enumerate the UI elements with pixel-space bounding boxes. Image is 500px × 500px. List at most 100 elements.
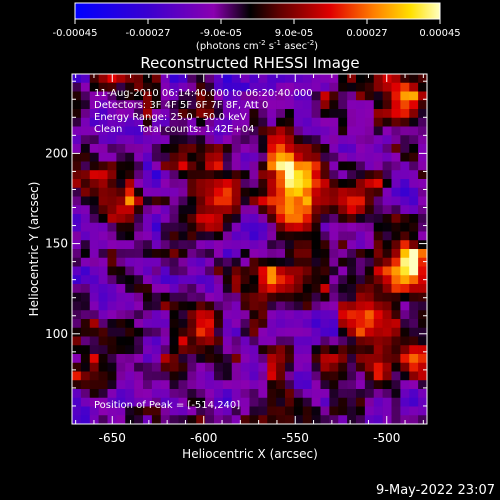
heatmap-cell bbox=[373, 231, 383, 241]
heatmap-cell bbox=[364, 249, 375, 259]
heatmap-cell bbox=[214, 214, 224, 224]
heatmap-cell bbox=[214, 170, 224, 180]
heatmap-cell bbox=[214, 327, 224, 337]
heatmap-cell bbox=[409, 301, 419, 311]
heatmap-cell bbox=[293, 389, 304, 399]
heatmap-cell bbox=[329, 275, 339, 285]
heatmap-cell bbox=[418, 362, 427, 372]
heatmap-cell bbox=[231, 310, 241, 320]
heatmap-cell bbox=[391, 249, 401, 259]
heatmap-cell bbox=[107, 152, 117, 162]
heatmap-cell bbox=[205, 74, 215, 84]
heatmap-cell bbox=[116, 362, 126, 372]
heatmap-cell bbox=[89, 214, 99, 224]
heatmap-cell bbox=[125, 126, 135, 136]
heatmap-cell bbox=[214, 144, 224, 154]
heatmap-cell bbox=[240, 415, 250, 424]
heatmap-cell bbox=[178, 345, 188, 355]
heatmap-cell bbox=[160, 406, 170, 416]
heatmap-cell bbox=[338, 82, 348, 92]
heatmap-cell bbox=[125, 406, 135, 416]
heatmap-cell bbox=[293, 74, 304, 84]
heatmap-cell bbox=[98, 389, 108, 399]
heatmap-cell bbox=[285, 117, 295, 127]
heatmap-cell bbox=[196, 380, 206, 390]
heatmap-cell bbox=[169, 91, 179, 101]
heatmap-cell bbox=[267, 135, 277, 145]
heatmap-cell bbox=[285, 257, 295, 267]
heatmap-cell bbox=[338, 406, 348, 416]
heatmap-cell bbox=[258, 266, 268, 276]
heatmap-cell bbox=[311, 196, 321, 206]
heatmap-cell bbox=[196, 109, 206, 119]
heatmap-cell bbox=[187, 231, 197, 241]
heatmap-cell bbox=[240, 249, 250, 259]
heatmap-cell bbox=[116, 117, 126, 127]
heatmap-cell bbox=[151, 389, 162, 399]
heatmap-cell bbox=[240, 161, 250, 171]
heatmap-cell bbox=[338, 144, 348, 154]
heatmap-cell bbox=[107, 336, 117, 346]
heatmap-cell bbox=[329, 144, 339, 154]
heatmap-cell bbox=[231, 91, 241, 101]
heatmap-cell bbox=[169, 354, 179, 364]
heatmap-cell bbox=[178, 109, 188, 119]
heatmap-cell bbox=[169, 126, 179, 136]
heatmap-cell bbox=[98, 327, 108, 337]
heatmap-cell bbox=[285, 222, 295, 232]
heatmap-cell bbox=[293, 371, 304, 381]
heatmap-cell bbox=[382, 362, 392, 372]
heatmap-cell bbox=[196, 100, 206, 110]
heatmap-cell bbox=[418, 196, 427, 206]
heatmap-cell bbox=[178, 196, 188, 206]
heatmap-cell bbox=[382, 240, 392, 250]
heatmap-cell bbox=[98, 354, 108, 364]
heatmap-cell bbox=[72, 91, 82, 101]
heatmap-cell bbox=[382, 135, 392, 145]
heatmap-cell bbox=[72, 214, 82, 224]
heatmap-cell bbox=[169, 301, 179, 311]
heatmap-cell bbox=[98, 336, 108, 346]
heatmap-cell bbox=[214, 117, 224, 127]
heatmap-cell bbox=[302, 389, 312, 399]
heatmap-cell bbox=[293, 231, 304, 241]
heatmap-cell bbox=[116, 389, 126, 399]
heatmap-cell bbox=[364, 82, 375, 92]
heatmap-cell bbox=[107, 345, 117, 355]
heatmap-cell bbox=[89, 205, 99, 215]
heatmap-cell bbox=[373, 380, 383, 390]
heatmap-cell bbox=[72, 126, 82, 136]
heatmap-cell bbox=[320, 275, 330, 285]
heatmap-cell bbox=[116, 161, 126, 171]
heatmap-cell bbox=[214, 179, 224, 189]
heatmap-cell bbox=[143, 397, 153, 407]
heatmap-cell bbox=[249, 91, 259, 101]
heatmap-cell bbox=[276, 231, 286, 241]
heatmap-cell bbox=[231, 161, 241, 171]
heatmap-cell bbox=[249, 82, 259, 92]
heatmap-cell bbox=[391, 310, 401, 320]
heatmap-cell bbox=[347, 91, 357, 101]
heatmap-cell bbox=[418, 257, 427, 267]
heatmap-cell bbox=[276, 161, 286, 171]
heatmap-cell bbox=[80, 249, 91, 259]
heatmap-cell bbox=[373, 292, 383, 302]
heatmap-cell bbox=[98, 179, 108, 189]
heatmap-cell bbox=[160, 144, 170, 154]
heatmap-cell bbox=[205, 336, 215, 346]
heatmap-cell bbox=[240, 74, 250, 84]
heatmap-cell bbox=[187, 406, 197, 416]
heatmap-cell bbox=[400, 362, 410, 372]
heatmap-cell bbox=[196, 170, 206, 180]
annotations: 11-Aug-2010 06:14:40.000 to 06:20:40.000… bbox=[94, 88, 313, 411]
heatmap-cell bbox=[400, 275, 410, 285]
heatmap-cell bbox=[222, 354, 233, 364]
heatmap-cell bbox=[80, 371, 91, 381]
heatmap-cell bbox=[400, 371, 410, 381]
heatmap-cell bbox=[222, 126, 233, 136]
heatmap-cell bbox=[267, 91, 277, 101]
heatmap-cell bbox=[302, 327, 312, 337]
heatmap-cell bbox=[196, 240, 206, 250]
heatmap-cell bbox=[320, 196, 330, 206]
heatmap-cell bbox=[178, 354, 188, 364]
